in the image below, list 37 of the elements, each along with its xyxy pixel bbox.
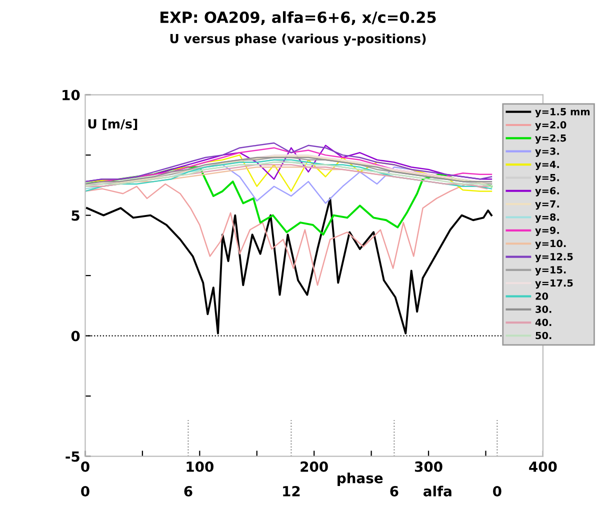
legend-label: y=2.5 <box>535 134 566 144</box>
x-tick-label: 0 <box>81 461 90 472</box>
legend-label: y=4. <box>535 160 559 170</box>
legend-label: y=12.5 <box>535 252 573 262</box>
legend-label: y=3. <box>535 148 559 157</box>
legend-label: y=8. <box>535 213 559 223</box>
legend-label: y=9. <box>535 226 559 236</box>
text: 12 <box>283 486 300 496</box>
legend-label: 40. <box>535 318 552 326</box>
legend-label: y=7. <box>535 200 559 210</box>
legend-label: 50. <box>536 332 552 340</box>
x-tick-label: 400 <box>529 461 557 472</box>
chart-subtitle: U versus phase (various y-positions) <box>170 34 426 46</box>
y-tick-label: 10 <box>62 90 80 100</box>
x-tick-label: 100 <box>186 461 214 472</box>
y-axis-title: U [m/s] <box>88 118 138 130</box>
legend-label: y=15. <box>535 266 566 276</box>
legend-label: 30. <box>536 306 552 313</box>
x-axis-title: phase <box>338 472 383 486</box>
legend-label: y=2.0 <box>535 121 566 130</box>
legend-label: 20 <box>536 292 548 300</box>
y-tick-label: -5 <box>66 451 80 462</box>
y-tick-label: 5 <box>72 210 80 221</box>
text: 6 <box>184 486 192 496</box>
text: 0 <box>81 486 90 496</box>
legend-label: y=1.5 mm <box>535 108 590 118</box>
x-tick-label: 200 <box>300 461 328 472</box>
text: 0 <box>493 486 502 496</box>
y-tick-label: 0 <box>71 330 80 342</box>
legend-label: y=17.5 <box>535 279 573 289</box>
legend-label: y=6. <box>535 187 559 196</box>
chart-title: EXP: OA209, alfa=6+6, x/c=0.25 <box>160 11 436 25</box>
text: 6 <box>390 486 398 496</box>
x-tick-label: 300 <box>414 461 442 472</box>
legend-label: y=10. <box>535 240 566 250</box>
legend-label: y=5. <box>535 174 559 184</box>
text: alfa <box>424 486 452 496</box>
